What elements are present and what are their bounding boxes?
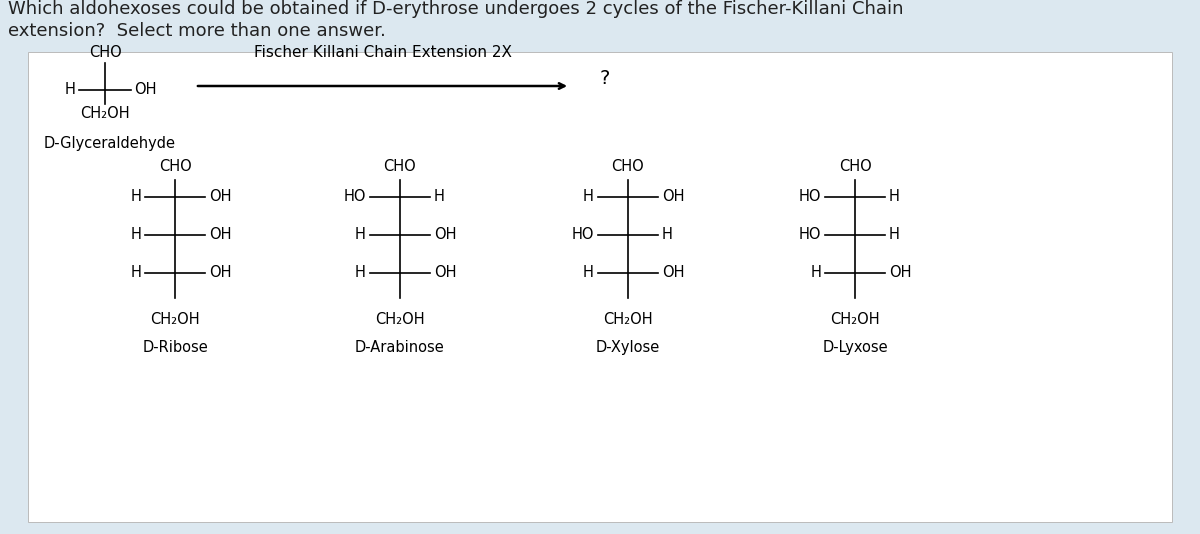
Text: CHO: CHO	[158, 159, 191, 174]
Text: D-Lyxose: D-Lyxose	[822, 340, 888, 355]
Text: OH: OH	[209, 265, 232, 280]
Text: CH₂OH: CH₂OH	[80, 106, 130, 121]
Text: H: H	[810, 265, 821, 280]
Text: Which aldohexoses could be obtained if D-erythrose undergoes 2 cycles of the Fis: Which aldohexoses could be obtained if D…	[8, 0, 904, 18]
Text: CH₂OH: CH₂OH	[376, 312, 425, 327]
Text: OH: OH	[434, 227, 456, 242]
Text: D-Arabinose: D-Arabinose	[355, 340, 445, 355]
Text: CHO: CHO	[89, 45, 121, 60]
Text: OH: OH	[209, 190, 232, 205]
Text: extension?  Select more than one answer.: extension? Select more than one answer.	[8, 22, 386, 40]
Text: CH₂OH: CH₂OH	[150, 312, 200, 327]
Text: H: H	[583, 190, 594, 205]
Text: OH: OH	[209, 227, 232, 242]
Text: HO: HO	[798, 227, 821, 242]
Text: H: H	[434, 190, 445, 205]
Text: CH₂OH: CH₂OH	[830, 312, 880, 327]
Text: H: H	[583, 265, 594, 280]
Text: Fischer Killani Chain Extension 2X: Fischer Killani Chain Extension 2X	[253, 45, 511, 60]
Text: HO: HO	[571, 227, 594, 242]
Text: CHO: CHO	[384, 159, 416, 174]
FancyBboxPatch shape	[28, 52, 1172, 522]
Text: H: H	[65, 82, 76, 98]
Text: H: H	[130, 227, 142, 242]
Text: OH: OH	[662, 190, 684, 205]
Text: H: H	[355, 227, 366, 242]
Text: H: H	[130, 190, 142, 205]
Text: HO: HO	[343, 190, 366, 205]
Text: H: H	[355, 265, 366, 280]
Text: H: H	[889, 190, 900, 205]
Text: ?: ?	[600, 68, 611, 88]
Text: CHO: CHO	[612, 159, 644, 174]
Text: H: H	[889, 227, 900, 242]
Text: CH₂OH: CH₂OH	[604, 312, 653, 327]
Text: CHO: CHO	[839, 159, 871, 174]
Text: OH: OH	[434, 265, 456, 280]
Text: D-Ribose: D-Ribose	[142, 340, 208, 355]
Text: HO: HO	[798, 190, 821, 205]
Text: OH: OH	[134, 82, 156, 98]
Text: H: H	[130, 265, 142, 280]
Text: H: H	[662, 227, 673, 242]
Text: D-Xylose: D-Xylose	[596, 340, 660, 355]
Text: D-Glyceraldehyde: D-Glyceraldehyde	[44, 136, 176, 151]
Text: OH: OH	[889, 265, 912, 280]
Text: OH: OH	[662, 265, 684, 280]
